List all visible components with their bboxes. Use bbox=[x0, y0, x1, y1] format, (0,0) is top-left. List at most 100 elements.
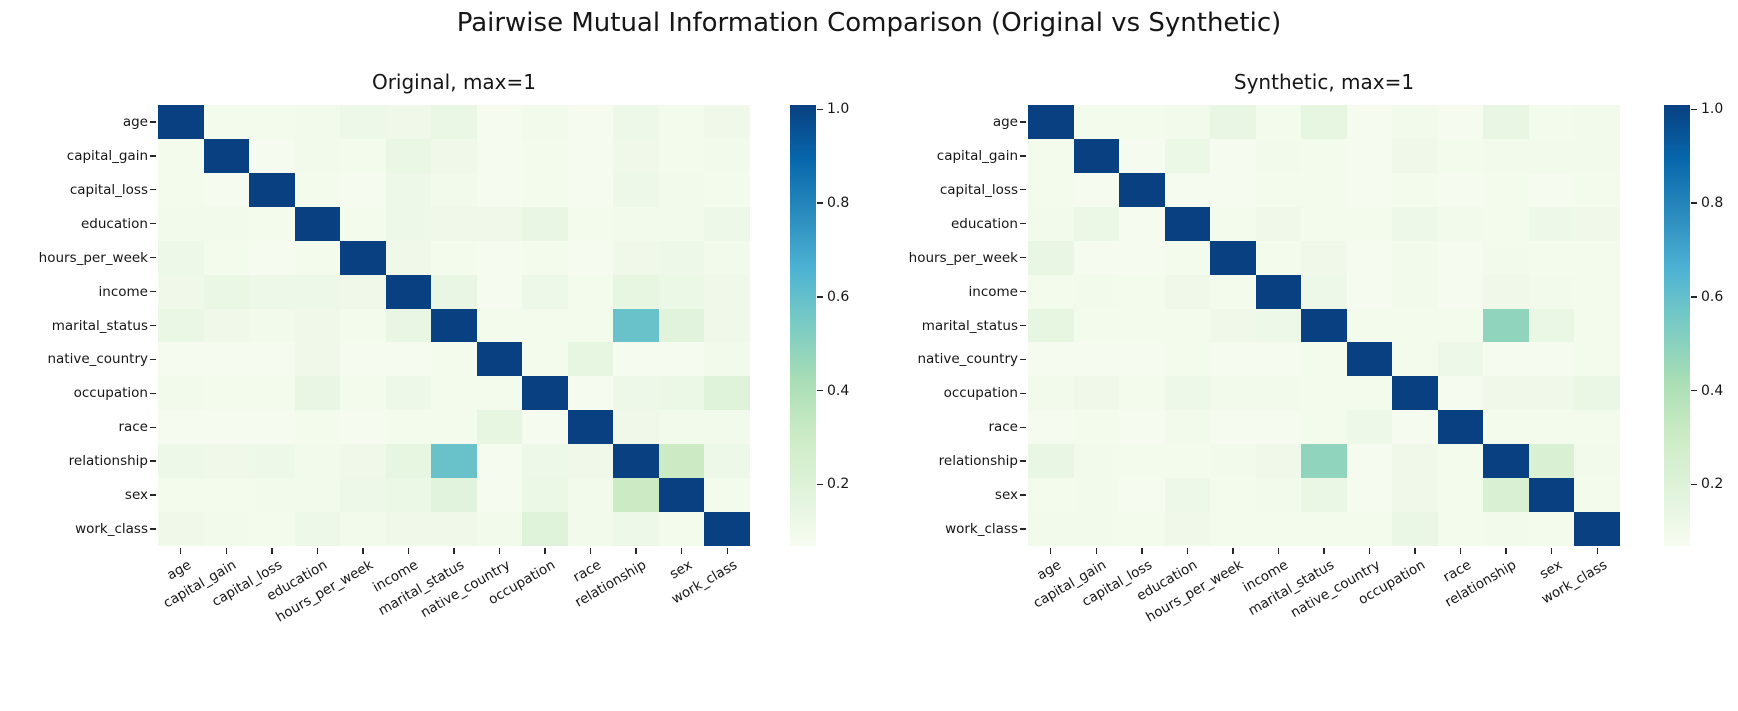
heatmap-cell bbox=[385, 376, 432, 411]
y-tick-label: age bbox=[992, 113, 1018, 130]
heatmap-cell bbox=[1346, 308, 1393, 343]
y-tick-label: relationship bbox=[68, 453, 148, 470]
x-tick-mark bbox=[1505, 548, 1507, 554]
y-tick-label: sex bbox=[124, 487, 148, 504]
y-tick-label: marital_status bbox=[921, 317, 1018, 334]
heatmap-cell bbox=[431, 105, 477, 139]
heatmap-cell bbox=[704, 274, 750, 309]
y-tick-mark bbox=[1020, 121, 1026, 123]
panel-title-synthetic: Synthetic, max=1 bbox=[1233, 70, 1415, 94]
heatmap-cell bbox=[1437, 512, 1484, 546]
heatmap-cell bbox=[658, 274, 705, 309]
heatmap-cell bbox=[1437, 138, 1484, 173]
heatmap-cell bbox=[340, 478, 386, 513]
heatmap-cell bbox=[294, 342, 341, 377]
heatmap-cell bbox=[704, 105, 750, 139]
heatmap-cell bbox=[340, 206, 386, 241]
heatmap-cell bbox=[158, 376, 204, 411]
y-tick-mark bbox=[1020, 392, 1026, 395]
colorbar-tick-mark bbox=[817, 108, 823, 111]
heatmap-cell bbox=[1483, 444, 1529, 479]
heatmap-cell bbox=[1437, 444, 1484, 479]
heatmap-cell bbox=[1437, 206, 1484, 241]
heatmap-cell bbox=[476, 444, 523, 479]
heatmap-cell bbox=[1574, 478, 1620, 513]
heatmap-cell bbox=[294, 172, 341, 207]
heatmap-cell bbox=[1164, 206, 1211, 241]
heatmap-cell bbox=[1164, 138, 1211, 173]
heatmap-cell bbox=[249, 138, 295, 173]
heatmap-cell bbox=[658, 410, 705, 445]
colorbar-tick-label: 0.8 bbox=[827, 195, 850, 212]
heatmap-cell bbox=[1119, 444, 1165, 479]
heatmap-cell bbox=[1483, 342, 1529, 377]
heatmap-cell bbox=[658, 206, 705, 241]
heatmap-cell bbox=[1528, 308, 1575, 343]
y-tick-label: hours_per_week bbox=[38, 249, 148, 266]
heatmap-cell bbox=[1073, 342, 1120, 377]
heatmap-cell bbox=[294, 206, 341, 241]
y-tick-mark bbox=[1020, 358, 1026, 361]
heatmap-cell bbox=[294, 410, 341, 445]
y-tick-mark bbox=[150, 426, 156, 428]
heatmap-cell bbox=[1346, 444, 1393, 479]
heatmap-cell bbox=[1437, 308, 1484, 343]
x-tick-mark bbox=[1186, 548, 1189, 554]
heatmap-cell bbox=[1301, 240, 1347, 275]
heatmap-cell bbox=[1255, 274, 1302, 309]
y-tick-mark bbox=[1020, 528, 1026, 530]
heatmap-cell bbox=[385, 410, 432, 445]
colorbar-tick-label: 0.4 bbox=[827, 382, 850, 399]
heatmap-cell bbox=[249, 308, 295, 343]
heatmap-cell bbox=[1528, 138, 1575, 173]
heatmap-cell bbox=[1301, 138, 1347, 173]
heatmap-cell bbox=[1119, 478, 1165, 513]
y-tick-mark bbox=[150, 392, 156, 395]
x-tick-mark bbox=[316, 548, 319, 554]
heatmap-cell bbox=[431, 410, 477, 445]
heatmap-cell bbox=[431, 138, 477, 173]
colorbar-tick-mark bbox=[817, 389, 823, 392]
colorbar-gradient bbox=[1664, 105, 1690, 546]
heatmap-cell bbox=[294, 138, 341, 173]
heatmap-cell bbox=[294, 444, 341, 479]
heatmap-cell bbox=[613, 138, 659, 173]
y-tick-mark bbox=[150, 494, 156, 496]
x-tick-mark bbox=[544, 548, 546, 554]
heatmap-cell bbox=[1392, 410, 1438, 445]
heatmap-cell bbox=[1528, 206, 1575, 241]
heatmap-cell bbox=[340, 240, 386, 275]
x-tick-mark bbox=[680, 548, 683, 554]
y-tick-label: work_class bbox=[945, 521, 1018, 538]
heatmap-cell bbox=[522, 342, 568, 377]
heatmap-cell bbox=[1119, 512, 1165, 546]
heatmap-cell bbox=[1210, 478, 1256, 513]
heatmap-cell bbox=[1073, 105, 1120, 139]
heatmap-cell bbox=[431, 478, 477, 513]
y-tick-mark bbox=[1020, 155, 1026, 157]
heatmap-cell bbox=[1255, 206, 1302, 241]
heatmap-cell bbox=[1028, 342, 1074, 377]
y-tick-mark bbox=[150, 358, 156, 361]
x-tick-mark bbox=[1596, 548, 1598, 554]
heatmap-cell bbox=[385, 308, 432, 343]
heatmap-cell bbox=[203, 444, 250, 479]
heatmap-cell bbox=[1437, 478, 1484, 513]
heatmap-cell bbox=[567, 206, 614, 241]
heatmap-cell bbox=[613, 478, 659, 513]
heatmap-cell bbox=[203, 105, 250, 139]
heatmap-cell bbox=[158, 105, 204, 139]
heatmap-cell bbox=[613, 105, 659, 139]
heatmap-cell bbox=[1028, 478, 1074, 513]
y-tick-mark bbox=[1020, 494, 1026, 496]
heatmap-cell bbox=[385, 240, 432, 275]
heatmap-cell bbox=[522, 206, 568, 241]
heatmap-cell bbox=[1574, 512, 1620, 546]
heatmap-cell bbox=[1437, 105, 1484, 139]
heatmap-cell bbox=[567, 138, 614, 173]
colorbar-tick-mark bbox=[1691, 108, 1697, 111]
heatmap-cell bbox=[1028, 308, 1074, 343]
colorbar-original bbox=[790, 105, 816, 546]
heatmap-cell bbox=[1483, 478, 1529, 513]
heatmap-cell bbox=[1301, 342, 1347, 377]
